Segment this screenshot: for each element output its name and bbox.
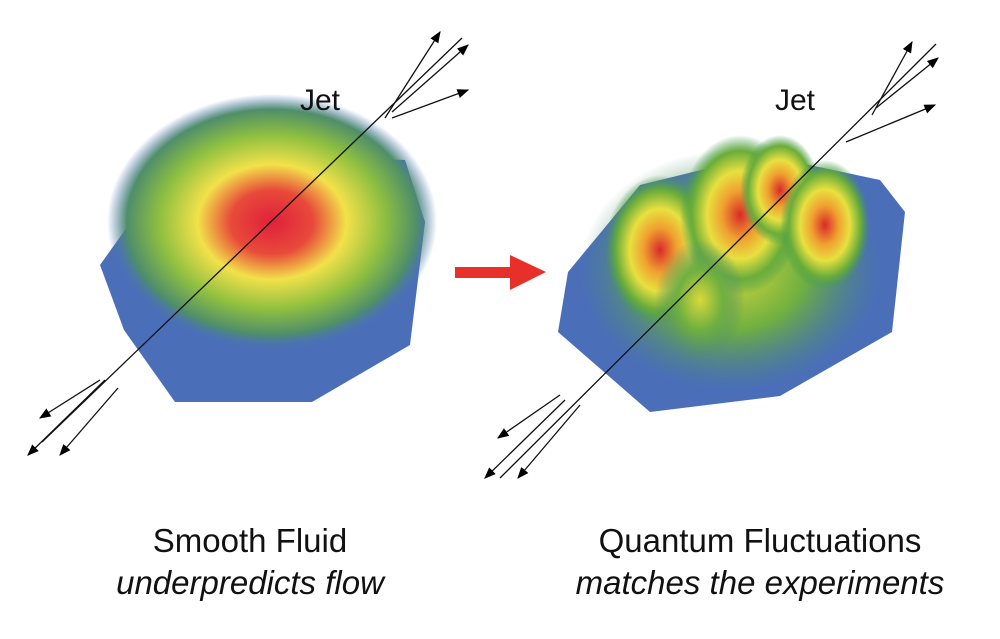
jet-label: Jet: [775, 84, 816, 117]
panel-subtitle: underpredicts flow: [116, 564, 386, 601]
jet-label: Jet: [300, 84, 341, 117]
panel-subtitle: matches the experiments: [576, 564, 945, 601]
fluctuating-surface: [558, 135, 905, 412]
panel-title: Quantum Fluctuations: [599, 522, 922, 559]
panel-title: Smooth Fluid: [153, 522, 347, 559]
transition-arrow: [455, 255, 546, 290]
left-jet: [27, 31, 470, 456]
right-jet: [484, 40, 939, 479]
smooth-fluid-surface: [100, 94, 437, 402]
